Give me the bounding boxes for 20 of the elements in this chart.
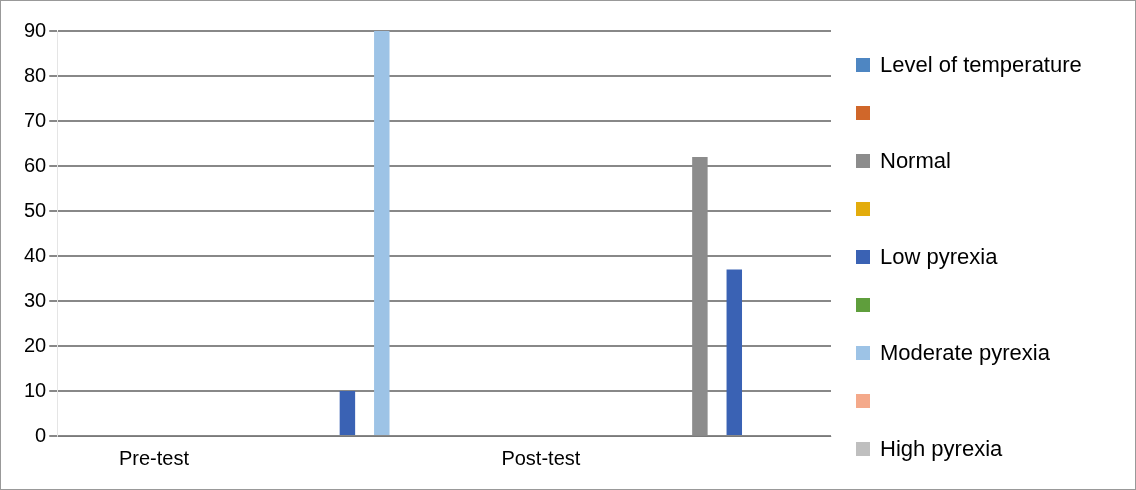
legend-label: High pyrexia (880, 436, 1003, 462)
y-tick-label: 20 (24, 333, 47, 356)
x-tick-label: Pre-test (118, 446, 190, 469)
y-tick-label: 90 (24, 18, 47, 41)
x-tick-label: Post-test (501, 446, 581, 469)
y-tick-label: 80 (24, 63, 47, 86)
y-tick-label: 70 (24, 108, 47, 131)
y-tick-label: 50 (24, 198, 47, 221)
y-tick-label: 0 (35, 423, 47, 446)
bar (339, 391, 356, 435)
legend-label: Moderate pyrexia (880, 340, 1050, 366)
bar (726, 269, 743, 435)
legend-label: Level of temperature (880, 52, 1082, 78)
legend-label: Normal (880, 148, 951, 174)
bar (374, 31, 390, 435)
y-tick-label: 30 (24, 288, 47, 311)
y-tick-label: 60 (24, 153, 47, 176)
legend-label: Low pyrexia (880, 244, 998, 270)
y-tick-label: 40 (24, 243, 47, 266)
y-tick-label: 10 (24, 378, 47, 401)
